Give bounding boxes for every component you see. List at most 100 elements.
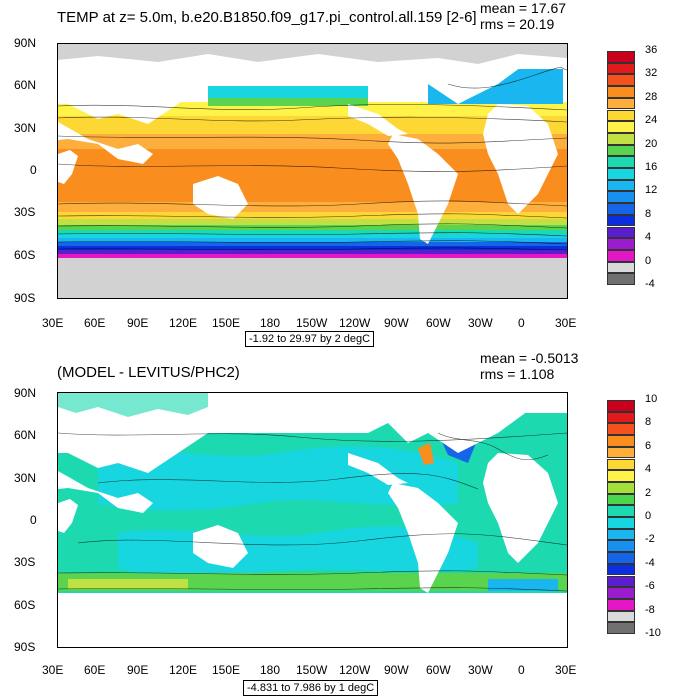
lon-tick: 180 — [260, 663, 281, 677]
colorbar-swatch — [607, 62, 635, 75]
colorbar-swatch — [607, 400, 635, 412]
difference-map — [57, 393, 568, 647]
colorbar-labels: 10 8 6 4 2 0 -2 -4 -6 -8 -10 — [645, 393, 685, 641]
colorbar-swatch — [607, 109, 635, 122]
colorbar-label: 0 — [645, 510, 652, 522]
rms-value: rms = 20.19 — [480, 16, 555, 32]
colorbar-swatch — [607, 144, 635, 157]
colorbar-swatch — [607, 481, 635, 494]
lon-tick: 150W — [296, 316, 328, 330]
colorbar-swatch — [607, 86, 635, 98]
colorbar-label: 6 — [645, 439, 652, 452]
colorbar-label: 8 — [645, 207, 652, 220]
colorbar-label: 4 — [645, 231, 652, 244]
lat-tick: 0 — [30, 513, 37, 527]
lon-tick: 30E — [555, 663, 577, 677]
lon-tick: 60E — [84, 316, 106, 330]
lon-tick: 0 — [518, 663, 525, 677]
lon-tick: 30E — [555, 316, 577, 330]
colorbar-label: -10 — [645, 627, 661, 639]
lon-tick: 60E — [84, 663, 106, 677]
contour-range-label: -4.831 to 7.986 by 1 degC — [243, 680, 379, 696]
lon-tick: 90W — [384, 316, 409, 330]
contour-range-label: -1.92 to 29.97 by 2 degC — [245, 331, 375, 347]
colorbar-label: 0 — [645, 254, 652, 267]
colorbar-label: -4 — [645, 278, 655, 290]
colorbar-labels: 36 32 28 24 20 16 12 8 4 0 -4 — [645, 44, 685, 292]
colorbar-swatch — [607, 411, 635, 424]
colorbar-label: 8 — [645, 416, 652, 429]
colorbar-swatch — [607, 505, 635, 517]
colorbar-swatch — [607, 552, 635, 564]
lon-tick: 150E — [212, 663, 241, 677]
colorbar-label: -4 — [645, 556, 655, 569]
lat-tick: 30S — [14, 555, 36, 569]
lon-tick: 150E — [212, 316, 241, 330]
lon-tick: 30E — [42, 663, 64, 677]
lon-tick: 30W — [468, 663, 493, 677]
colorbar-swatch — [607, 273, 635, 285]
lon-tick: 60W — [426, 663, 451, 677]
colorbar-label: -6 — [645, 580, 655, 593]
lon-axis: 30E 60E 90E 120E 150E 180 150W 120W 90W … — [42, 663, 582, 679]
colorbar-label: 28 — [645, 90, 658, 103]
colorbar-swatch — [607, 132, 635, 145]
colorbar-swatch — [607, 97, 635, 110]
colorbar-label: 2 — [645, 486, 652, 499]
colorbar-label: -2 — [645, 533, 655, 546]
colorbar-swatch — [607, 598, 635, 611]
colorbar-swatch — [607, 191, 635, 204]
colorbar-swatch — [607, 470, 635, 482]
lon-tick: 120W — [339, 316, 371, 330]
lon-tick: 120W — [339, 663, 371, 677]
lat-tick: 30S — [14, 205, 36, 219]
colorbar — [607, 400, 635, 634]
lon-tick: 120E — [169, 663, 198, 677]
colorbar-label: 36 — [645, 44, 658, 56]
lon-tick: 90E — [127, 663, 149, 677]
lon-tick: 90W — [384, 663, 409, 677]
colorbar-swatch — [607, 214, 635, 227]
colorbar-swatch — [607, 156, 635, 168]
colorbar-swatch — [607, 168, 635, 180]
colorbar-label: 16 — [645, 161, 658, 173]
lat-tick: 90N — [14, 36, 37, 50]
lon-tick: 60W — [426, 316, 451, 330]
lon-tick: 150W — [296, 663, 328, 677]
lat-tick: 0 — [30, 163, 37, 177]
colorbar-swatch — [607, 238, 635, 250]
colorbar-swatch — [607, 435, 635, 447]
colorbar-swatch — [607, 179, 635, 192]
colorbar-swatch — [607, 528, 635, 541]
colorbar-label: 20 — [645, 137, 658, 150]
map-plot-area — [57, 392, 568, 648]
colorbar-swatch — [607, 458, 635, 471]
lat-tick: 90S — [14, 640, 36, 654]
lat-tick: 60S — [14, 598, 36, 612]
lat-tick: 60N — [14, 78, 37, 92]
lat-tick: 60S — [14, 248, 36, 262]
map-plot-area — [57, 43, 568, 299]
colorbar-swatch — [607, 563, 635, 576]
colorbar-label: 24 — [645, 114, 658, 127]
colorbar — [607, 51, 635, 285]
lon-tick: 30W — [468, 316, 493, 330]
lon-tick: 30E — [42, 316, 64, 330]
colorbar-label: 32 — [645, 67, 658, 80]
colorbar-swatch — [607, 587, 635, 599]
colorbar-swatch — [607, 622, 635, 634]
rms-value: rms = 1.108 — [480, 366, 555, 382]
colorbar-swatch — [607, 517, 635, 529]
lon-tick: 180 — [260, 316, 281, 330]
map-title: (MODEL - LEVITUS/PHC2) — [57, 364, 240, 381]
lat-tick: 30N — [14, 121, 37, 135]
temperature-map — [57, 44, 568, 298]
lon-tick: 90E — [127, 316, 149, 330]
colorbar-swatch — [607, 51, 635, 63]
colorbar-swatch — [607, 493, 635, 506]
mean-value: mean = 17.67 — [480, 0, 567, 16]
colorbar-swatch — [607, 261, 635, 274]
colorbar-swatch — [607, 423, 635, 436]
colorbar-swatch — [607, 446, 635, 459]
mean-value: mean = -0.5013 — [480, 350, 579, 366]
